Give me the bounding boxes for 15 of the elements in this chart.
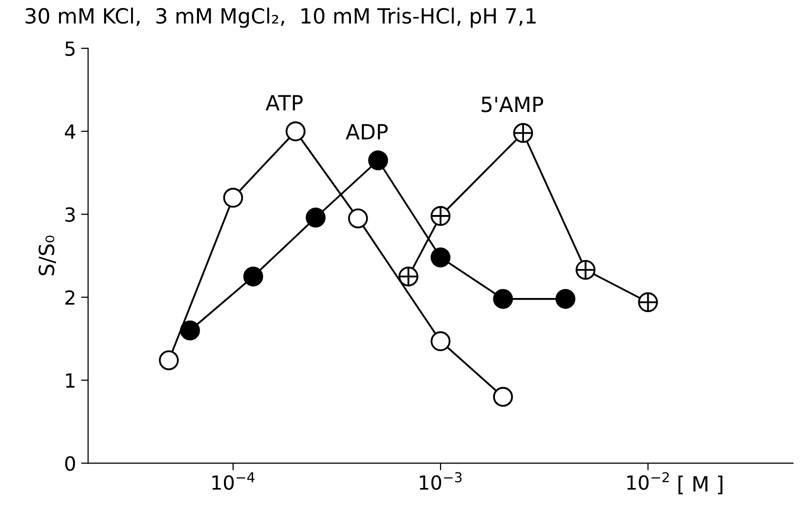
y-tick-label: 4 — [64, 124, 76, 139]
x-tick-label: 10$^{−2}$ — [627, 472, 669, 490]
chart-title: 30 mM KCl, 3 mM MgCl₂, 10 mM Tris-HCl, pH 7,1 — [26, 8, 536, 28]
series-label: ADP — [346, 124, 388, 140]
y-tick-label: 0 — [65, 456, 76, 471]
y-tick-label: 5 — [65, 42, 75, 56]
series-label: ATP — [266, 95, 303, 110]
y-tick-label: 2 — [65, 290, 74, 305]
y-axis-title: S/S₀ — [38, 236, 56, 276]
x-axis-title: [ M ] — [678, 476, 722, 494]
y-tick-label: 3 — [65, 207, 75, 222]
x-tick-label: 10$^{−4}$ — [212, 472, 254, 490]
y-tick-label: 1 — [66, 373, 75, 388]
x-tick-label: 10$^{−3}$ — [420, 472, 462, 490]
series-label: 5'AMP — [482, 96, 544, 112]
